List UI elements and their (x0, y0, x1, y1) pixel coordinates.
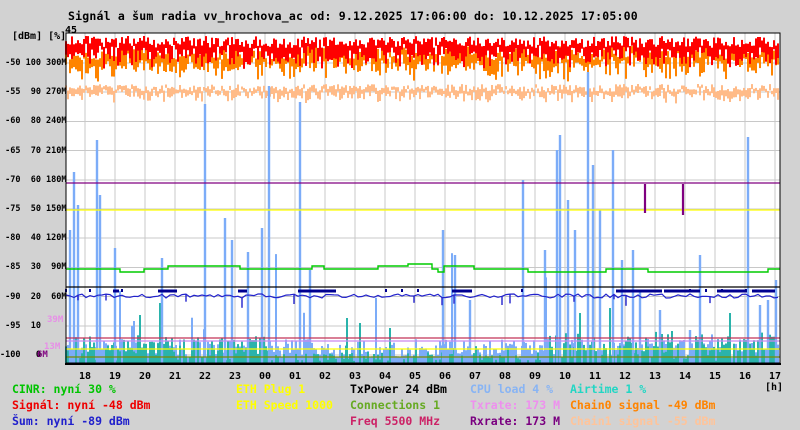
y-axis-units-label: [dBm] [%] (12, 31, 67, 42)
y-axis-row: -90 20 60M (0, 291, 67, 302)
legend-cinr: CINR: nyní 30 % (12, 382, 116, 396)
x-axis-hour-label: 19 (108, 371, 122, 382)
x-axis-hour-label: 18 (78, 371, 92, 382)
legend-eth-speed: ETH Speed 1000 (236, 398, 333, 412)
x-axis-hour-label: 09 (528, 371, 542, 382)
legend-cpu: CPU load 4 % (470, 382, 554, 396)
x-axis-hour-label: 10 (558, 371, 572, 382)
legend-txpower: TxPower 24 dBm (350, 382, 447, 396)
x-axis-hour-label: 08 (498, 371, 512, 382)
legend-txrate: Txrate: 173 M (470, 398, 561, 412)
y-axis-row: -70 60 180M (0, 174, 67, 185)
x-axis-hour-label: 22 (198, 371, 212, 382)
x-axis-hour-label: 06 (438, 371, 452, 382)
x-axis-hour-label: 21 (168, 371, 182, 382)
x-axis-hour-label: 14 (678, 371, 692, 382)
y-axis-row: -75 50 150M (0, 204, 67, 214)
y-axis-row: -100 0 (0, 350, 67, 360)
x-axis-hour-label: 11 (588, 371, 602, 382)
x-axis-hour-label: 12 (618, 371, 632, 382)
legend-chain1: Chain1 signal -55 dBm (570, 414, 716, 428)
legend-airtime: Airtime 1 % (570, 382, 647, 396)
x-axis-hour-label: 07 (468, 371, 482, 382)
x-axis-hour-label: 03 (348, 371, 362, 382)
legend-freq: Freq 5500 MHz (350, 414, 441, 428)
x-axis-hour-label: 15 (708, 371, 722, 382)
y-axis-row: -95 10 (0, 320, 67, 331)
y-axis-top-label: 45 (65, 25, 78, 36)
legend-eth-plug: ETH Plug 1 (236, 382, 306, 396)
y-axis-row: -55 90 270M (0, 87, 67, 98)
legend-chain0: Chain0 signal -49 dBm (570, 398, 716, 412)
x-axis-hour-label: 20 (138, 371, 152, 382)
y-axis-row: -60 80 240M (0, 116, 67, 127)
legend-rxrate: Rxrate: 173 M (470, 414, 561, 428)
legend-signal: Signál: nyní -48 dBm (12, 398, 151, 412)
x-axis-hour-label: 05 (408, 371, 422, 382)
legend-noise: Šum: nyní -89 dBm (12, 414, 130, 428)
legend-connections: Connections 1 (350, 398, 441, 412)
rate-marker-label: 13M (44, 342, 61, 352)
x-axis-hour-label: 23 (228, 371, 242, 382)
graph-title: Signál a šum radia vv_hrochova_ac od: 9.… (68, 9, 638, 23)
y-axis-row: -65 70 210M (0, 145, 67, 156)
x-axis-hour-label: 02 (318, 371, 332, 382)
x-axis-hour-label: 13 (648, 371, 662, 382)
x-axis-hour-label: 01 (288, 371, 302, 382)
y-axis-row: -80 40 120M (0, 233, 67, 244)
rate-marker-label: 6M (37, 350, 48, 360)
rate-marker-label: 39M (47, 315, 64, 325)
y-axis-row: -85 30 90M (0, 262, 67, 273)
y-axis-row: -50 100 300M (0, 58, 67, 68)
x-axis-hour-label: 04 (378, 371, 392, 382)
x-axis-unit-label: [h] (765, 382, 784, 393)
x-axis-hour-label: 16 (738, 371, 752, 382)
x-axis-hour-label: 17 (768, 371, 782, 382)
x-axis-hour-label: 00 (258, 371, 272, 382)
